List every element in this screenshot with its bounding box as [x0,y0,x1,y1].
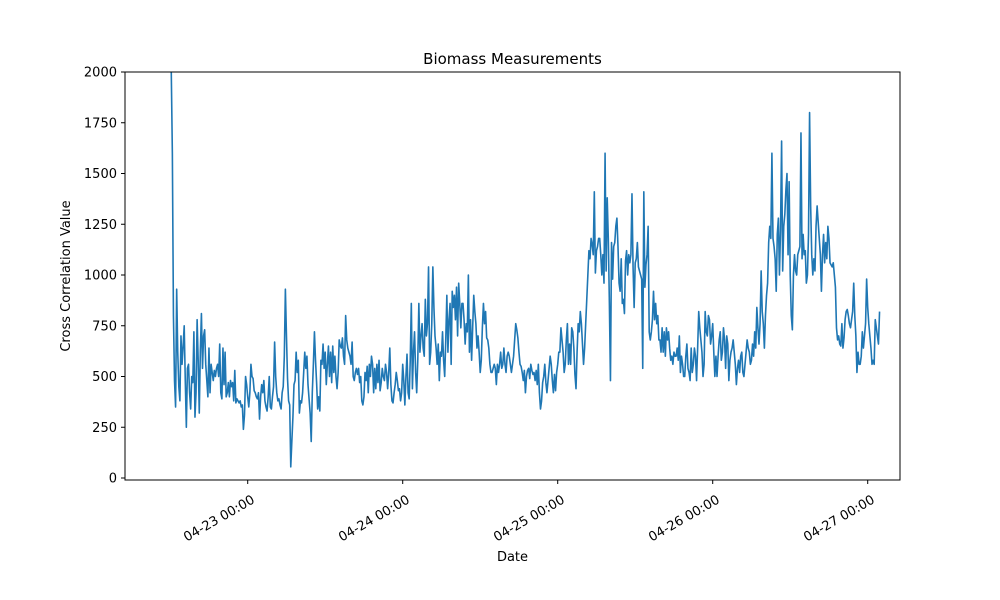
y-tick-label: 1500 [84,167,117,182]
x-tick-label: 04-27 00:00 [801,493,877,546]
chart-title: Biomass Measurements [423,50,602,68]
series-line-0 [170,71,881,468]
y-tick-label: 500 [92,370,117,385]
y-tick-label: 750 [92,319,117,334]
x-axis-label: Date [497,550,528,565]
y-tick-label: 0 [109,472,117,487]
y-tick-label: 250 [92,421,117,436]
y-tick-label: 1750 [84,116,117,131]
y-tick-label: 1000 [84,269,117,284]
y-axis-label: Cross Correlation Value [59,200,74,351]
plot-frame [124,71,901,481]
x-tick-label: 04-23 00:00 [181,493,257,546]
x-axis: 04-23 00:00 04-24 00:00 04-25 00:00 04-26 0… [181,480,878,546]
x-tick-label: 04-26 00:00 [646,493,722,546]
y-tick-label: 2000 [84,66,117,81]
y-axis: 0 250 500 750 1000 1250 1500 1750 2000 [84,66,125,487]
y-tick-label: 1250 [84,218,117,233]
x-tick-label: 04-25 00:00 [491,493,567,546]
x-tick-label: 04-24 00:00 [336,493,412,546]
plot-area [170,71,881,468]
